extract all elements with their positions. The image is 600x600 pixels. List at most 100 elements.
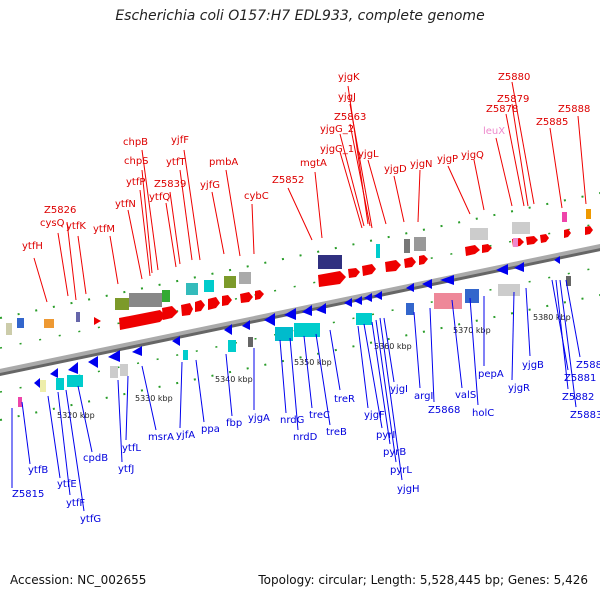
feature-box [566,276,571,286]
feature-arrow [284,308,296,320]
leader-line-trec [303,335,313,409]
leader-line-trer [329,329,341,391]
gene-label-pyrb: pyrB [383,447,406,458]
gene-label-mgta: mgtA [300,158,327,169]
feature-arrow [422,279,432,289]
feature-arrow [242,320,250,330]
leader-line-z5884 [565,279,581,358]
feature-arrow [465,245,480,256]
feature-arrow [374,291,382,300]
leader-line-ytfn [127,209,143,280]
genome-title: Escherichia coli O157:H7 EDL933, complet… [115,8,485,24]
feature-arrow [318,271,346,287]
leader-line-cysq [57,232,69,297]
gene-label-z5852: Z5852 [272,175,304,186]
leader-line-ytfp [139,189,151,277]
feature-box [404,239,410,253]
gene-label-nrdg: nrdG [280,415,304,426]
feature-arrow [119,310,166,330]
feature-arrow [514,262,524,272]
leader-line-holc [469,297,479,406]
leader-line-yjgd [393,175,405,223]
tick-label: 5340 kbp [215,375,253,384]
feature-arrow [344,298,352,307]
leader-line-vals [451,299,463,389]
leader-line-nrdg [279,339,287,414]
feature-arrow [404,257,416,268]
feature-arrow [34,378,40,388]
scale-ticks: 5320 kbp 5330 kbp 5340 kbp 5350 kbp 5360… [57,313,571,420]
gene-label-z5885: Z5885 [536,117,568,128]
gene-label-yjgg-2: yjgG_2 [320,124,354,135]
leader-line-pyrb [371,321,391,445]
feature-arrow [94,317,101,325]
leader-line-ytfm [109,235,119,285]
feature-box [110,366,118,378]
gene-label-leux: leuX [483,126,505,137]
gene-label-chpb: chpB [123,137,148,148]
leader-line-yjgg-2 [339,133,365,227]
feature-box [465,289,479,303]
feature-arrow [540,234,549,243]
feature-arrow [162,306,178,320]
leader-line-z5852 [287,187,313,241]
feature-box [498,284,520,296]
feature-box [228,340,236,352]
feature-box [6,323,12,335]
gene-label-trec: treC [309,410,330,421]
feature-arrow [419,255,428,265]
feature-box [17,318,24,328]
feature-arrow [172,336,180,346]
gene-label-yjgp: yjgP [437,154,458,165]
leader-line-fbp [225,353,233,417]
leader-line-z5880 [511,81,535,205]
leader-line-z5826 [66,221,77,301]
gene-label-ytfh: ytfH [22,241,43,252]
gene-label-ytfb: ytfB [28,465,48,476]
gene-label-yjgf: yjgF [364,410,385,421]
gene-label-yjgd: yjgD [384,164,407,175]
leader-line-ytfh [33,257,48,303]
forward-leader-lines [33,81,587,303]
leader-line-ytfq [165,202,177,268]
feature-box [120,364,128,376]
feature-arrow [240,292,253,303]
feature-box [294,323,320,337]
accession-label: Accession: NC_002655 [10,573,147,587]
feature-box [513,238,518,247]
feature-arrow [554,256,560,264]
gene-label-yjgh: yjgH [397,484,420,495]
backbone [0,243,600,374]
gene-label-pyri: pyrI [376,430,395,441]
feature-arrow [108,350,120,362]
leader-line-yjgf [357,325,369,409]
gene-label-ppa: ppa [201,424,220,435]
feature-box [562,212,567,222]
leader-line-z5883 [559,279,577,408]
feature-box [44,319,54,328]
leader-line-yjgj [349,103,373,229]
gene-label-z5888: Z5888 [558,104,590,115]
leader-line-z5863 [349,123,371,227]
gene-label-cysq: cysQ [40,218,65,229]
gene-label-yjgr: yjgR [508,383,530,394]
gene-label-ytfk: ytfK [66,221,86,232]
tick-label: 5320 kbp [57,411,95,420]
leader-line-yjgn [417,169,421,223]
guide-forward-outer [0,192,600,319]
feature-arrow [181,303,193,316]
leader-line-z5888 [577,115,587,205]
feature-arrow [132,346,142,356]
gene-label-z5863: Z5863 [334,112,366,123]
forward-features [94,226,593,330]
feature-box [470,228,488,240]
gene-label-yjgj: yjgJ [338,92,356,103]
gene-label-yjgk: yjgK [338,72,360,83]
tick-label: 5350 kbp [294,358,332,367]
feature-arrow [354,296,362,305]
gene-label-fbp: fbp [226,418,242,429]
feature-box [512,222,530,234]
leader-line-chps [141,169,153,274]
leader-line-z5868 [429,307,435,403]
